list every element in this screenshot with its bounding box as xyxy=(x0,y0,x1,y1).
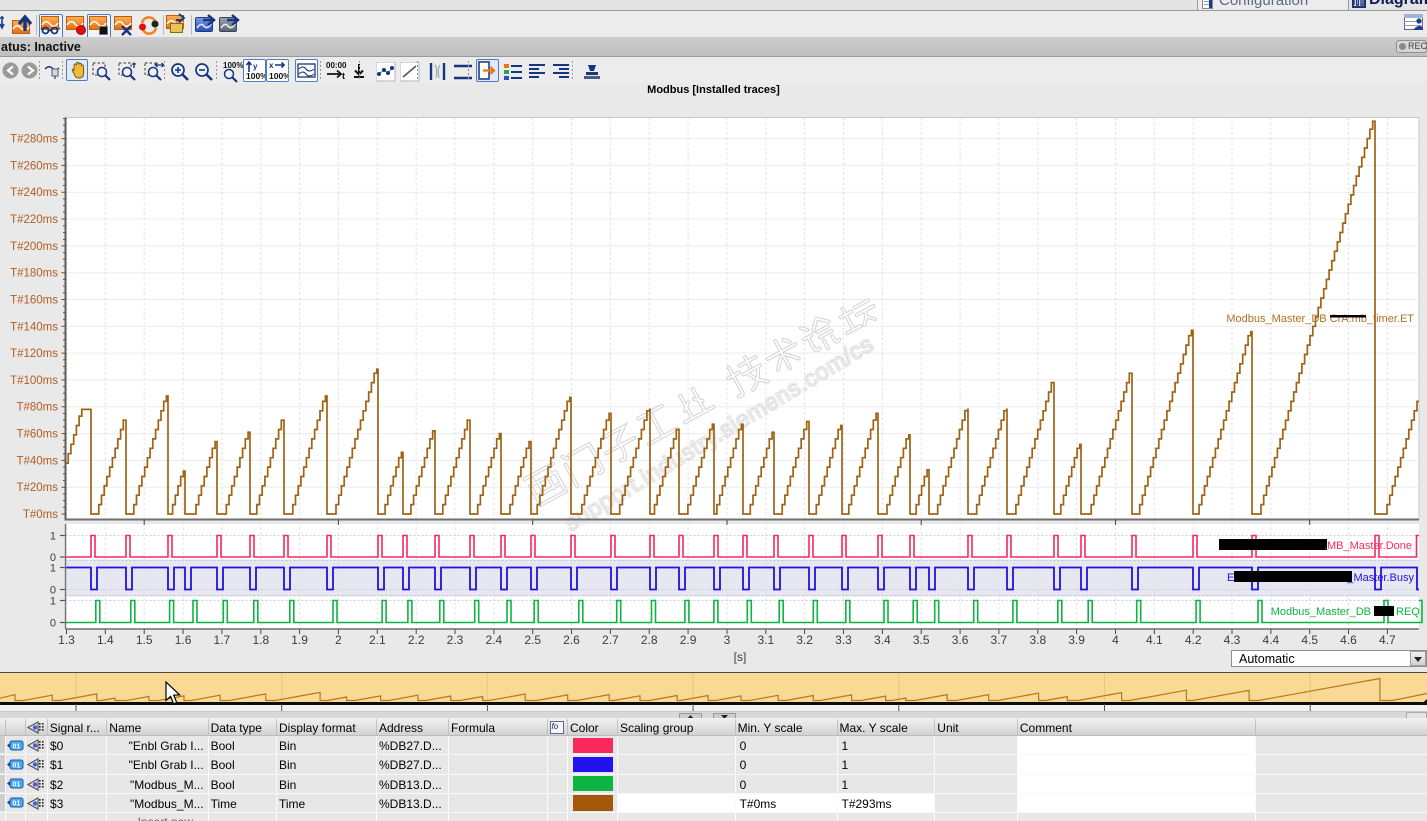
svg-text:3.1: 3.1 xyxy=(757,633,774,647)
svg-text:4: 4 xyxy=(1112,633,1119,647)
svg-text:2.1: 2.1 xyxy=(369,633,386,647)
svg-text:0: 0 xyxy=(50,618,56,630)
svg-text:Modbus_Master_DB CrA.mb_timer.: Modbus_Master_DB CrA.mb_timer.ET xyxy=(1226,313,1414,325)
svg-text:4.5: 4.5 xyxy=(1301,633,1318,647)
svg-text:1.9: 1.9 xyxy=(291,633,308,647)
svg-text:3.9: 3.9 xyxy=(1068,633,1085,647)
svg-text:1.5: 1.5 xyxy=(136,633,153,647)
svg-text:1: 1 xyxy=(50,596,56,608)
svg-text:1.4: 1.4 xyxy=(97,633,114,647)
svg-text:1.3: 1.3 xyxy=(58,633,75,647)
svg-text:T#20ms: T#20ms xyxy=(16,482,58,494)
svg-text:2.7: 2.7 xyxy=(602,633,619,647)
svg-text:4.4: 4.4 xyxy=(1263,633,1280,647)
svg-text:2.4: 2.4 xyxy=(486,633,503,647)
svg-text:1: 1 xyxy=(50,563,56,575)
svg-text:_Master.Busy: _Master.Busy xyxy=(1346,572,1414,584)
svg-text:t: t xyxy=(342,71,345,81)
svg-text:2.6: 2.6 xyxy=(563,633,580,647)
svg-text:x: x xyxy=(269,61,274,70)
svg-text:3.4: 3.4 xyxy=(874,633,891,647)
svg-text:T#0ms: T#0ms xyxy=(23,509,58,521)
svg-text:4.6: 4.6 xyxy=(1340,633,1357,647)
svg-text:3.5: 3.5 xyxy=(913,633,930,647)
svg-text:T#180ms: T#180ms xyxy=(10,268,58,280)
svg-text:E: E xyxy=(1227,572,1234,584)
svg-text:1.8: 1.8 xyxy=(252,633,269,647)
svg-text:T#160ms: T#160ms xyxy=(10,295,58,307)
svg-text:3.7: 3.7 xyxy=(991,633,1008,647)
svg-text:3: 3 xyxy=(724,633,731,647)
svg-text:100%: 100% xyxy=(269,71,288,81)
svg-text:T#200ms: T#200ms xyxy=(10,241,58,253)
svg-text:T#80ms: T#80ms xyxy=(16,402,58,414)
svg-text:y: y xyxy=(253,62,258,71)
svg-text:3.6: 3.6 xyxy=(952,633,969,647)
svg-text:1.7: 1.7 xyxy=(214,633,231,647)
svg-text:4.2: 4.2 xyxy=(1185,633,1202,647)
svg-text:T#140ms: T#140ms xyxy=(10,321,58,333)
svg-text:4.3: 4.3 xyxy=(1224,633,1241,647)
svg-text:0: 0 xyxy=(50,552,56,564)
svg-text:1.6: 1.6 xyxy=(175,633,192,647)
svg-text:T#260ms: T#260ms xyxy=(10,160,58,172)
svg-text:4.1: 4.1 xyxy=(1146,633,1163,647)
svg-text:100%: 100% xyxy=(246,71,265,81)
svg-text:Modbus_Master_DB: Modbus_Master_DB xyxy=(1271,606,1371,618)
svg-text:.MB_Master.Done: .MB_Master.Done xyxy=(1324,540,1412,552)
svg-text:2: 2 xyxy=(335,633,342,647)
svg-text:100%: 100% xyxy=(223,61,243,70)
svg-text:01: 01 xyxy=(13,782,21,789)
svg-text:T#100ms: T#100ms xyxy=(10,375,58,387)
svg-text:T#60ms: T#60ms xyxy=(16,429,58,441)
svg-text:T#220ms: T#220ms xyxy=(10,214,58,226)
svg-text:T#240ms: T#240ms xyxy=(10,187,58,199)
svg-text:2.8: 2.8 xyxy=(641,633,658,647)
svg-text:3.2: 3.2 xyxy=(796,633,813,647)
svg-text:2.2: 2.2 xyxy=(408,633,425,647)
svg-text:0: 0 xyxy=(50,585,56,597)
svg-text:2.5: 2.5 xyxy=(524,633,541,647)
svg-text:T#280ms: T#280ms xyxy=(10,134,58,146)
svg-text:T#40ms: T#40ms xyxy=(16,455,58,467)
svg-text:01: 01 xyxy=(13,762,21,769)
svg-text:01: 01 xyxy=(13,743,21,750)
svg-text:00:00: 00:00 xyxy=(326,61,347,70)
svg-text:3.3: 3.3 xyxy=(835,633,852,647)
svg-text:2.3: 2.3 xyxy=(447,633,464,647)
svg-text:2.9: 2.9 xyxy=(680,633,697,647)
svg-text:[s]: [s] xyxy=(734,650,747,664)
svg-text:4.7: 4.7 xyxy=(1379,633,1396,647)
svg-text:REQ: REQ xyxy=(1396,606,1420,618)
svg-text:T#120ms: T#120ms xyxy=(10,348,58,360)
svg-text:3.8: 3.8 xyxy=(1029,633,1046,647)
svg-text:1: 1 xyxy=(50,531,56,543)
svg-text:01: 01 xyxy=(13,801,21,808)
